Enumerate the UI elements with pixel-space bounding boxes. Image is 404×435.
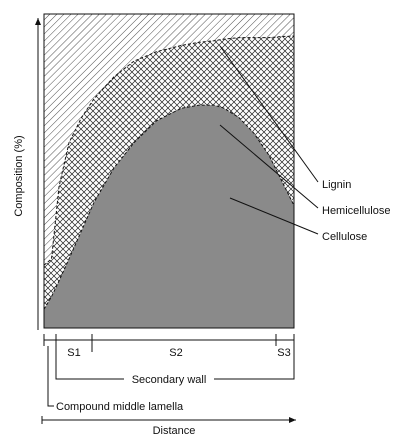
lignin-leader xyxy=(219,45,319,183)
y-axis-label: Composition (%) xyxy=(13,135,25,216)
annotation-hemicellulose: Hemicellulose xyxy=(322,205,390,217)
region-s2: S2 xyxy=(169,347,182,359)
region-s3: S3 xyxy=(277,347,290,359)
cellulose-boundary-line xyxy=(43,104,295,310)
middle-lamella-label: Compound middle lamella xyxy=(56,401,184,413)
annotation-cellulose: Cellulose xyxy=(322,231,367,243)
hemicellulose-boundary-line xyxy=(43,35,295,266)
middle-lamella-bracket xyxy=(47,346,54,407)
hemicellulose-area xyxy=(44,36,294,310)
x-axis-label: Distance xyxy=(153,425,196,435)
hemicellulose-leader xyxy=(219,124,319,209)
secondary-wall-bracket xyxy=(55,346,295,380)
annotation-lignin: Lignin xyxy=(322,179,351,191)
cellulose-area xyxy=(44,105,294,328)
plot-frame xyxy=(43,13,295,329)
region-s1: S1 xyxy=(67,347,80,359)
lignin-area xyxy=(44,14,294,266)
area-layers xyxy=(43,14,295,328)
cellulose-leader xyxy=(229,197,319,235)
secondary-wall-label: Secondary wall xyxy=(132,374,207,386)
